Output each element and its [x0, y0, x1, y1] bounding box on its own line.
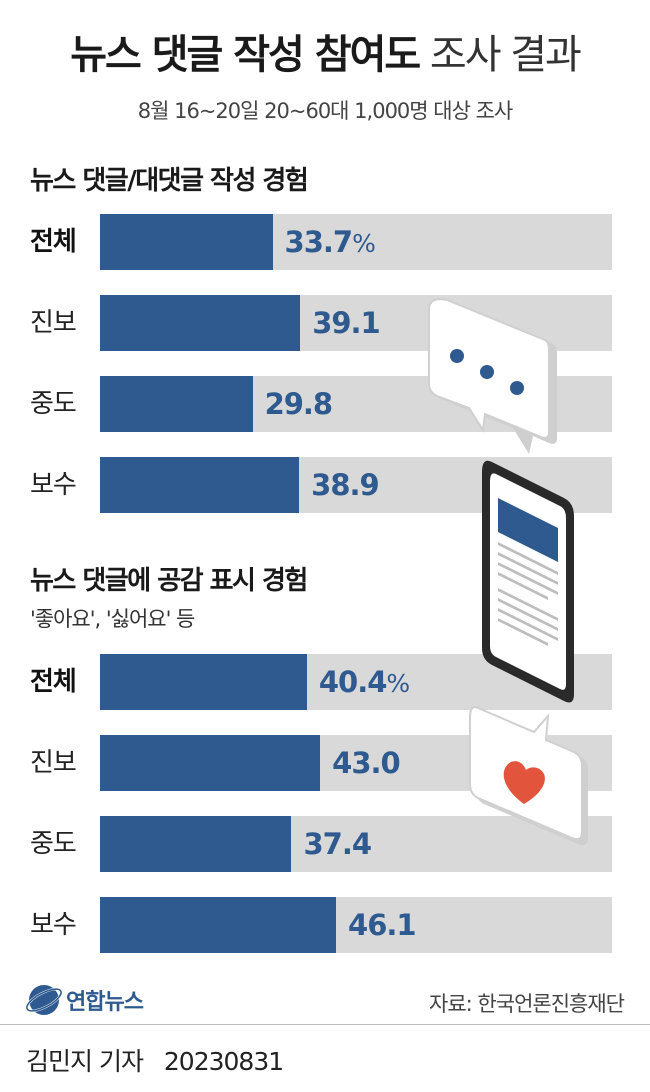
byline: 김민지 기자 20230831	[26, 1042, 284, 1078]
category-label: 진보	[30, 308, 77, 338]
bar	[100, 735, 321, 791]
speech-bubble-dots-icon	[428, 298, 557, 454]
value-number: 46.1	[348, 908, 417, 942]
title-light: 조사 결과	[429, 32, 582, 78]
category-label: 진보	[30, 748, 77, 778]
value-label: 38.9	[311, 457, 380, 513]
value-unit: %	[386, 669, 410, 698]
title-bold: 뉴스 댓글 작성 참여도	[70, 32, 421, 78]
bar	[100, 654, 307, 710]
bar	[100, 457, 300, 513]
bar	[100, 295, 301, 351]
reporter-name: 김민지 기자	[26, 1047, 144, 1076]
value-label: 39.1	[312, 295, 381, 351]
value-number: 40.4	[318, 665, 388, 699]
yonhap-logo-icon	[26, 985, 62, 1015]
bar-track: 33.7%	[100, 214, 612, 270]
value-label: 33.7%	[284, 214, 376, 272]
category-label: 보수	[30, 470, 77, 500]
publish-date: 20230831	[163, 1047, 284, 1076]
value-number: 33.7	[284, 225, 354, 259]
source-credit: 자료: 한국언론진흥재단	[429, 992, 625, 1016]
category-label: 중도	[30, 389, 77, 419]
bar	[100, 897, 337, 953]
value-number: 43.0	[332, 746, 401, 780]
bar	[100, 816, 292, 872]
value-label: 37.4	[303, 816, 372, 872]
bar-track: 40.4%	[100, 654, 612, 710]
section-note-reactions: '좋아요', '싫어요' 등	[30, 607, 195, 631]
value-label: 29.8	[264, 376, 334, 432]
bar	[100, 214, 273, 270]
yonhap-logo: 연합뉴스	[26, 978, 144, 1022]
section-title-reactions: 뉴스 댓글에 공감 표시 경험	[30, 566, 308, 596]
heart-bubble-icon	[469, 706, 588, 846]
bar-track: 46.1	[100, 897, 612, 953]
value-number: 38.9	[311, 468, 380, 502]
bar-track: 37.4	[100, 816, 612, 872]
page-title: 뉴스 댓글 작성 참여도 조사 결과	[0, 22, 650, 80]
value-label: 46.1	[348, 897, 417, 953]
value-number: 29.8	[264, 387, 334, 421]
value-number: 37.4	[303, 827, 372, 861]
category-label: 중도	[30, 829, 77, 859]
category-label: 전체	[30, 667, 77, 697]
bar	[100, 376, 253, 432]
value-unit: %	[352, 229, 376, 258]
section-title-comments: 뉴스 댓글/대댓글 작성 경험	[30, 166, 309, 196]
value-label: 43.0	[332, 735, 401, 791]
logo-text: 연합뉴스	[66, 990, 144, 1015]
value-label: 40.4%	[318, 654, 410, 712]
category-label: 보수	[30, 910, 77, 940]
footer-divider	[0, 1024, 650, 1025]
smartphone-icon	[482, 460, 574, 703]
value-number: 39.1	[312, 306, 381, 340]
category-label: 전체	[30, 227, 77, 257]
subtitle: 8월 16~20일 20~60대 1,000명 대상 조사	[137, 99, 514, 123]
